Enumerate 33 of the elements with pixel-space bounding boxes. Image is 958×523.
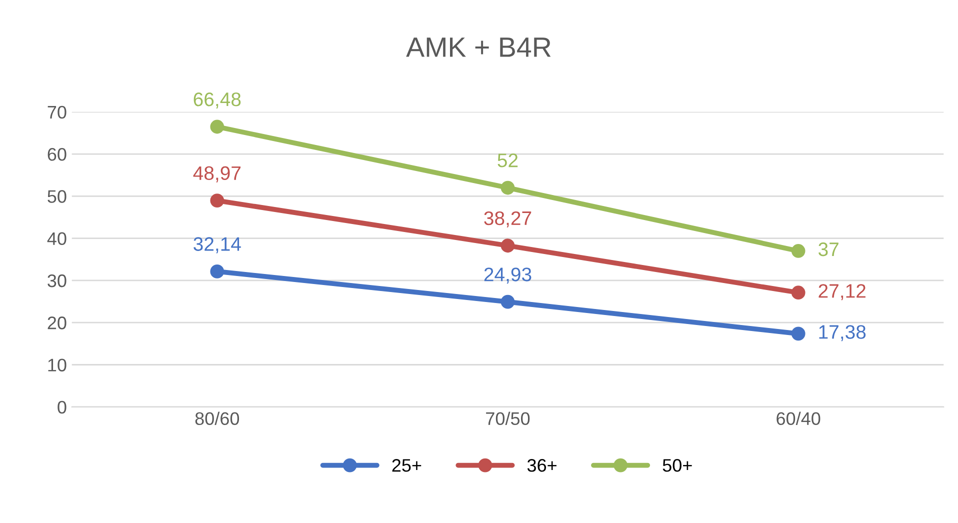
y-tick-label: 0 [58, 400, 66, 414]
data-label: 17,38 [819, 325, 866, 342]
point [791, 244, 806, 258]
data-label: 37 [818, 242, 838, 256]
y-tick-label: 70 [48, 106, 66, 119]
point [500, 294, 515, 309]
legend-label: 25+ [392, 459, 422, 472]
y-tick-label: 40 [47, 232, 66, 246]
data-label: 27,12 [818, 284, 866, 300]
data-label: 52 [498, 153, 518, 168]
legend-label: 36+ [527, 459, 556, 472]
point [210, 194, 224, 208]
legend-label: 50+ [662, 459, 692, 472]
point [791, 326, 806, 341]
point [210, 120, 224, 134]
point [500, 180, 515, 195]
x-tick-label: 70/50 [486, 412, 530, 426]
y-tick-label: 60 [48, 148, 66, 161]
y-tick-label: 20 [48, 316, 66, 330]
y-tick-label: 30 [48, 274, 66, 288]
data-label: 48,97 [193, 166, 240, 182]
point [500, 238, 515, 253]
x-tick-label: 80/60 [195, 412, 240, 426]
data-label: 24,93 [484, 268, 532, 284]
y-tick-label: 50 [48, 190, 66, 203]
y-tick-label: 10 [48, 358, 66, 372]
chart-title: AMK + B4R [406, 38, 551, 57]
x-tick-label: 60/40 [776, 412, 820, 426]
data-label: 38,27 [484, 211, 532, 228]
data-label: 32,14 [194, 237, 241, 254]
data-label: 66,48 [194, 92, 241, 109]
point [791, 286, 806, 300]
point [210, 264, 224, 278]
